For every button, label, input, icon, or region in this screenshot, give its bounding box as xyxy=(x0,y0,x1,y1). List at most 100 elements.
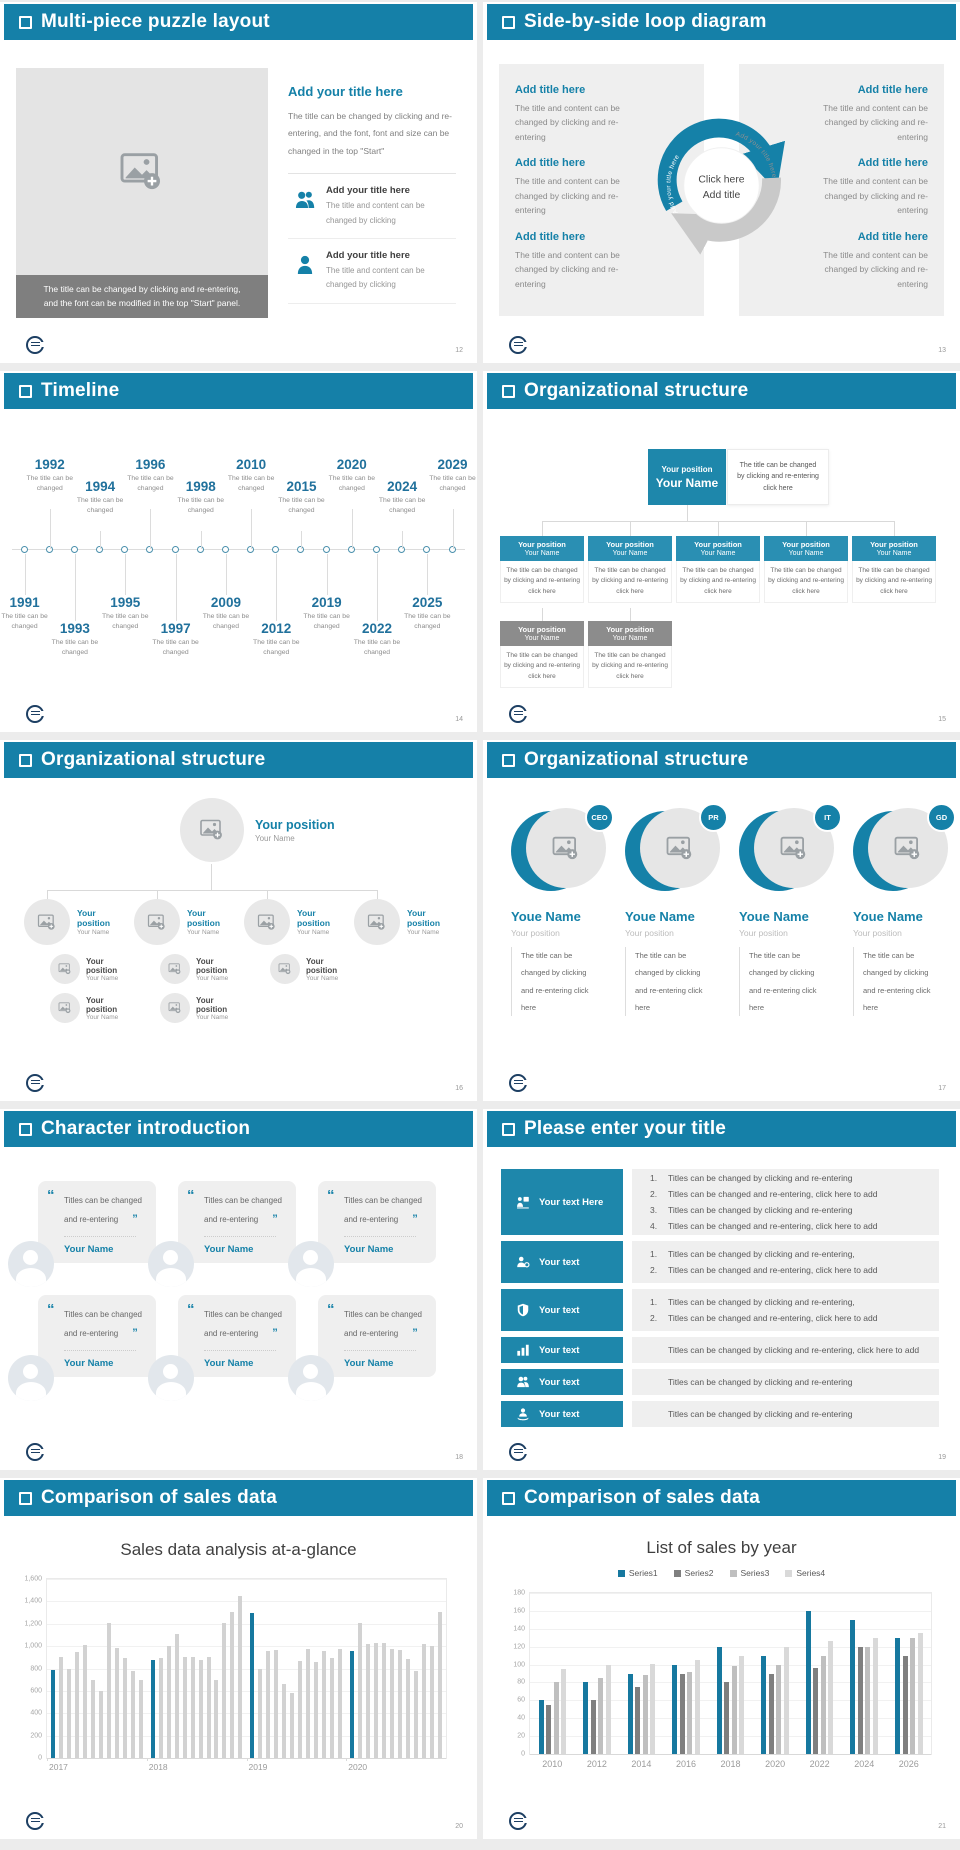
page-number: 20 xyxy=(455,1823,463,1830)
timeline-connector xyxy=(24,554,26,595)
legend-swatch xyxy=(785,1569,793,1577)
agenda-label: Your text xyxy=(539,1408,580,1420)
timeline-entry: 1997 The title can be changed xyxy=(152,409,199,732)
y-tick-label: 160 xyxy=(513,1607,525,1615)
x-tick-label: 2016 xyxy=(675,1759,696,1769)
quote-text: Titles can be changed and re-entering xyxy=(344,1196,422,1224)
image-placeholder-icon xyxy=(58,1002,72,1014)
logo-badge-icon xyxy=(26,1074,44,1092)
bar xyxy=(66,1668,71,1758)
x-tick-label: 2024 xyxy=(854,1759,875,1769)
open-quote-icon: “ xyxy=(327,1187,335,1204)
square-bullet-icon xyxy=(502,1491,515,1505)
legend-label: Series4 xyxy=(796,1568,826,1578)
bar xyxy=(553,1682,559,1754)
line-number: 1. xyxy=(650,1172,658,1183)
agenda-line: 2. Titles can be changed and re-entering… xyxy=(642,1310,929,1326)
timeline-dot xyxy=(347,545,355,553)
bar xyxy=(768,1673,774,1754)
y-tick-label: 40 xyxy=(517,1714,525,1722)
timeline-year: 1997 xyxy=(160,621,191,636)
bar xyxy=(174,1634,179,1758)
role-badge: IT xyxy=(813,803,842,832)
bar xyxy=(214,1679,219,1758)
legend-item: Series4 xyxy=(785,1568,825,1578)
close-quote-icon: ” xyxy=(412,1326,418,1339)
line-number: 2. xyxy=(650,1313,658,1323)
bar-group: 2018 xyxy=(708,1593,753,1769)
org-child-node: Your position Your Name The title can be… xyxy=(852,536,936,604)
quote-card: “ Titles can be changed and re-entering”… xyxy=(288,1295,436,1401)
org-sub-node: Your position Your Name xyxy=(270,954,346,984)
line-text: Titles can be changed and re-entering, c… xyxy=(668,1188,878,1199)
timeline-connector xyxy=(150,509,152,549)
gridline xyxy=(530,1646,931,1648)
timeline-connector xyxy=(402,531,404,549)
line-number: 2. xyxy=(650,1265,658,1275)
org-root-node: Your position Your Name xyxy=(648,449,726,505)
sub-name: Your Name xyxy=(196,1013,229,1021)
agenda-row: Your text 1. Titles can be changed by cl… xyxy=(501,1289,939,1331)
bar-group: 2020 xyxy=(753,1593,798,1769)
assistant-note: The title can be changed by clicking and… xyxy=(588,646,672,689)
timeline-year: 2025 xyxy=(412,595,443,610)
timeline-dot xyxy=(247,545,255,553)
branch-position: Your position xyxy=(77,908,111,928)
child-position: Your position xyxy=(694,540,742,549)
bar xyxy=(106,1622,111,1758)
loop-center-line2: Add title xyxy=(703,190,741,201)
child-note: The title can be changed by clicking and… xyxy=(676,561,760,604)
timeline-entry: 1992 The title can be changed xyxy=(27,409,73,732)
child-position: Your position xyxy=(870,540,918,549)
square-bullet-icon xyxy=(19,753,32,767)
gridline xyxy=(47,1601,446,1603)
slide-sales-comparison-1: Comparison of sales data Sales data anal… xyxy=(0,1478,477,1839)
image-placeholder-icon xyxy=(367,914,387,931)
quote-card: “ Titles can be changed and re-entering”… xyxy=(288,1181,436,1287)
timeline-year: 2022 xyxy=(361,621,392,636)
sales-year-plot: 0 20 40 60 80 100 120 140 160 180 2010 2012 2014 2016… xyxy=(513,1590,932,1769)
line-text: Titles can be changed and re-entering, c… xyxy=(668,1265,878,1275)
timeline-year: 2009 xyxy=(210,595,241,610)
bar-group: 2019 xyxy=(246,1579,347,1772)
org-branch: Your position Your Name Your position Yo… xyxy=(24,899,126,1023)
gridline xyxy=(530,1628,931,1630)
item-text: The title and content can be changed by … xyxy=(823,176,928,216)
shield-icon xyxy=(516,1303,530,1317)
quote-text: Titles can be changed and re-entering xyxy=(64,1310,142,1338)
timeline-year: 2012 xyxy=(261,621,292,636)
logo-badge-icon xyxy=(26,1443,44,1461)
bar-group: 2020 xyxy=(346,1579,446,1772)
bar xyxy=(865,1646,871,1754)
timeline-dot xyxy=(70,545,78,553)
branch-position: Your position xyxy=(407,908,441,928)
panel-item: Add title here The title and content can… xyxy=(811,157,928,217)
loop-diagram: Click here Add title Add your title here… xyxy=(657,118,785,255)
timeline-year: 1994 xyxy=(85,479,116,494)
bar xyxy=(850,1619,856,1754)
timeline-connector xyxy=(351,509,353,549)
team-member-card: IT Youe Name Your position The title can… xyxy=(739,803,842,1016)
sub-name: Your Name xyxy=(86,1013,119,1021)
image-placeholder-icon xyxy=(278,963,292,975)
loop-center-line1: Click here xyxy=(698,175,744,186)
logo-badge-icon xyxy=(509,1074,527,1092)
list-item: Add your title here The title and conten… xyxy=(288,174,456,240)
timeline-entry: 1996 The title can be changed xyxy=(127,409,174,732)
image-placeholder-icon xyxy=(199,819,225,841)
square-bullet-icon xyxy=(502,384,515,398)
bar xyxy=(828,1641,834,1754)
chart-title: Sales data analysis at-a-glance xyxy=(120,1540,357,1559)
bar xyxy=(761,1655,767,1754)
logo-badge-icon xyxy=(26,336,44,354)
open-quote-icon: “ xyxy=(47,1301,55,1318)
root-position: Your position xyxy=(661,464,713,474)
slide-header: Organizational structure xyxy=(487,742,956,778)
org-branch: Your position Your Name xyxy=(354,899,456,1023)
bar xyxy=(290,1692,295,1758)
y-tick-label: 600 xyxy=(30,1687,42,1695)
line-text: Titles can be changed by clicking and re… xyxy=(668,1205,853,1215)
timeline-connector xyxy=(427,554,429,595)
panel-item: Add title here The title and content can… xyxy=(515,84,632,144)
line-number: 1. xyxy=(650,1248,658,1259)
